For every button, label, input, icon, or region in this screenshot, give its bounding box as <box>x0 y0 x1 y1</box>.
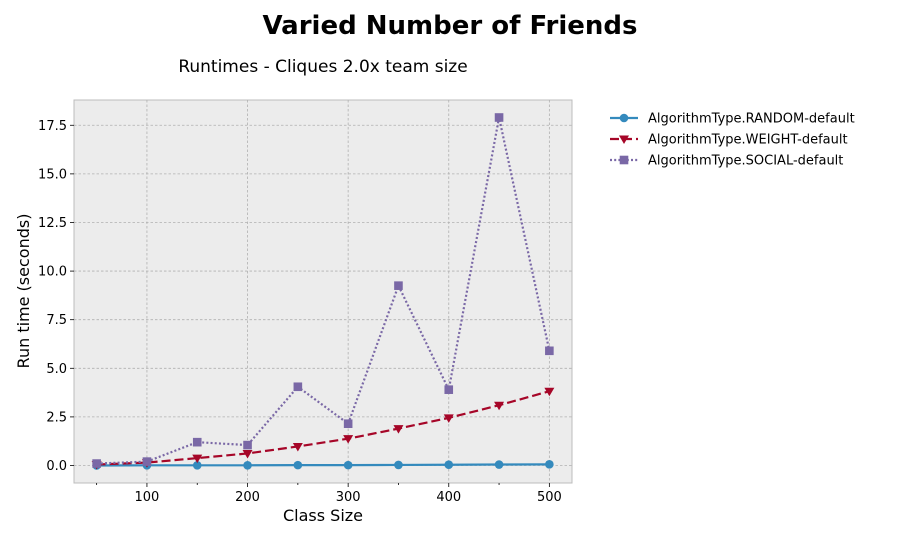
data-point <box>343 435 354 444</box>
data-point <box>293 382 303 392</box>
chart-title: Runtimes - Cliques 2.0x team size <box>178 57 467 77</box>
axis-ticks: 100 200 300 400 500 0.0 2.5 5.0 7.5 10.0 12.5 15.0 1… <box>38 119 562 505</box>
legend-marker <box>619 113 629 123</box>
x-tick-label: 500 <box>537 490 562 505</box>
data-point <box>192 437 202 447</box>
y-tick-label: 2.5 <box>46 410 67 425</box>
series-line <box>96 116 551 465</box>
data-point <box>394 281 403 290</box>
data-point <box>142 457 152 466</box>
series-group <box>91 113 555 470</box>
plot-area <box>73 99 573 484</box>
y-tick-label: 10.0 <box>38 265 67 280</box>
legend-label: AlgorithmType.RANDOM-default <box>648 112 855 127</box>
x-tick-label: 100 <box>135 490 160 505</box>
chart-suptitle: Varied Number of Friends <box>262 11 637 41</box>
grid <box>74 100 572 483</box>
series-line <box>96 463 550 467</box>
data-point <box>545 460 554 469</box>
x-axis-label: Class Size <box>283 506 363 525</box>
y-tick-label: 17.5 <box>38 119 67 134</box>
data-point <box>92 459 101 468</box>
legend-marker <box>619 155 629 165</box>
y-tick-label: 15.0 <box>38 167 67 182</box>
y-axis-label: Run time (seconds) <box>14 214 33 369</box>
legend-label: AlgorithmType.WEIGHT-default <box>648 133 848 148</box>
y-tick-label: 0.0 <box>46 459 67 474</box>
data-point <box>544 387 555 397</box>
data-point <box>494 460 504 469</box>
data-point <box>243 461 252 470</box>
legend-marker <box>619 135 629 144</box>
legend: AlgorithmType.RANDOM-default AlgorithmTyp… <box>610 112 855 169</box>
x-tick-label: 400 <box>436 490 461 505</box>
series-line <box>96 390 550 466</box>
y-tick-label: 12.5 <box>38 216 67 231</box>
y-tick-label: 7.5 <box>46 313 67 328</box>
data-point <box>394 460 403 470</box>
data-point <box>343 419 353 429</box>
data-point <box>443 414 454 423</box>
data-point <box>242 449 253 459</box>
data-point <box>545 346 554 356</box>
data-point <box>192 454 203 464</box>
series-3 <box>92 113 554 468</box>
data-point <box>444 460 454 470</box>
data-point <box>243 440 252 450</box>
x-tick-label: 300 <box>336 490 361 505</box>
data-point <box>393 425 404 434</box>
data-point <box>293 460 303 470</box>
data-point <box>343 460 353 470</box>
data-point <box>494 401 505 411</box>
legend-label: AlgorithmType.SOCIAL-default <box>648 154 843 169</box>
data-point <box>494 113 504 122</box>
series-1 <box>92 460 554 470</box>
data-point <box>444 385 454 394</box>
data-point <box>292 442 303 452</box>
y-tick-label: 5.0 <box>46 362 67 377</box>
data-point <box>192 461 202 470</box>
x-tick-label: 200 <box>235 490 260 505</box>
